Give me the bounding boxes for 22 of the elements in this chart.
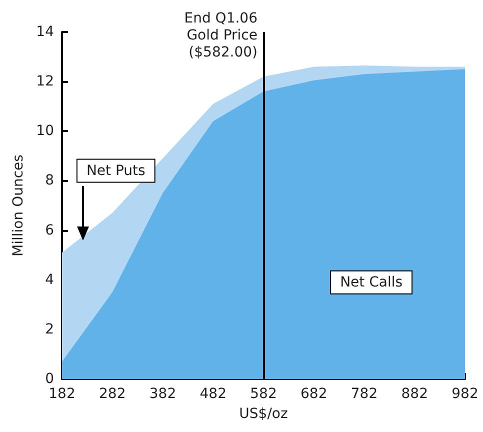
y-axis-title: Million Ounces <box>10 154 26 256</box>
y-tick-label: 10 <box>36 123 54 140</box>
y-tick-label: 12 <box>36 74 54 90</box>
y-tick-label: 2 <box>45 321 54 338</box>
series-label: Net Puts <box>86 162 146 179</box>
x-tick-label: 982 <box>452 386 478 402</box>
y-tick-label: 14 <box>36 24 54 40</box>
x-tick-label: 282 <box>99 386 126 402</box>
x-tick-label: 482 <box>200 386 226 402</box>
x-axis-title: US$/oz <box>239 406 288 422</box>
x-tick-label: 182 <box>48 386 76 402</box>
x-tick-label: 382 <box>149 386 176 402</box>
ref-line-label: End Q1.06 Gold Price ($582.00) <box>184 10 258 60</box>
y-tick-label: 8 <box>45 172 54 189</box>
x-tick-label: 682 <box>300 386 328 402</box>
x-tick-label: 782 <box>350 386 378 402</box>
y-tick-label: 0 <box>45 371 54 387</box>
y-tick-label: 6 <box>45 222 54 238</box>
x-tick-label: 882 <box>401 386 428 402</box>
y-tick-label: 4 <box>45 272 54 288</box>
series-label: Net Calls <box>340 274 403 290</box>
x-tick-label: 582 <box>250 386 277 402</box>
